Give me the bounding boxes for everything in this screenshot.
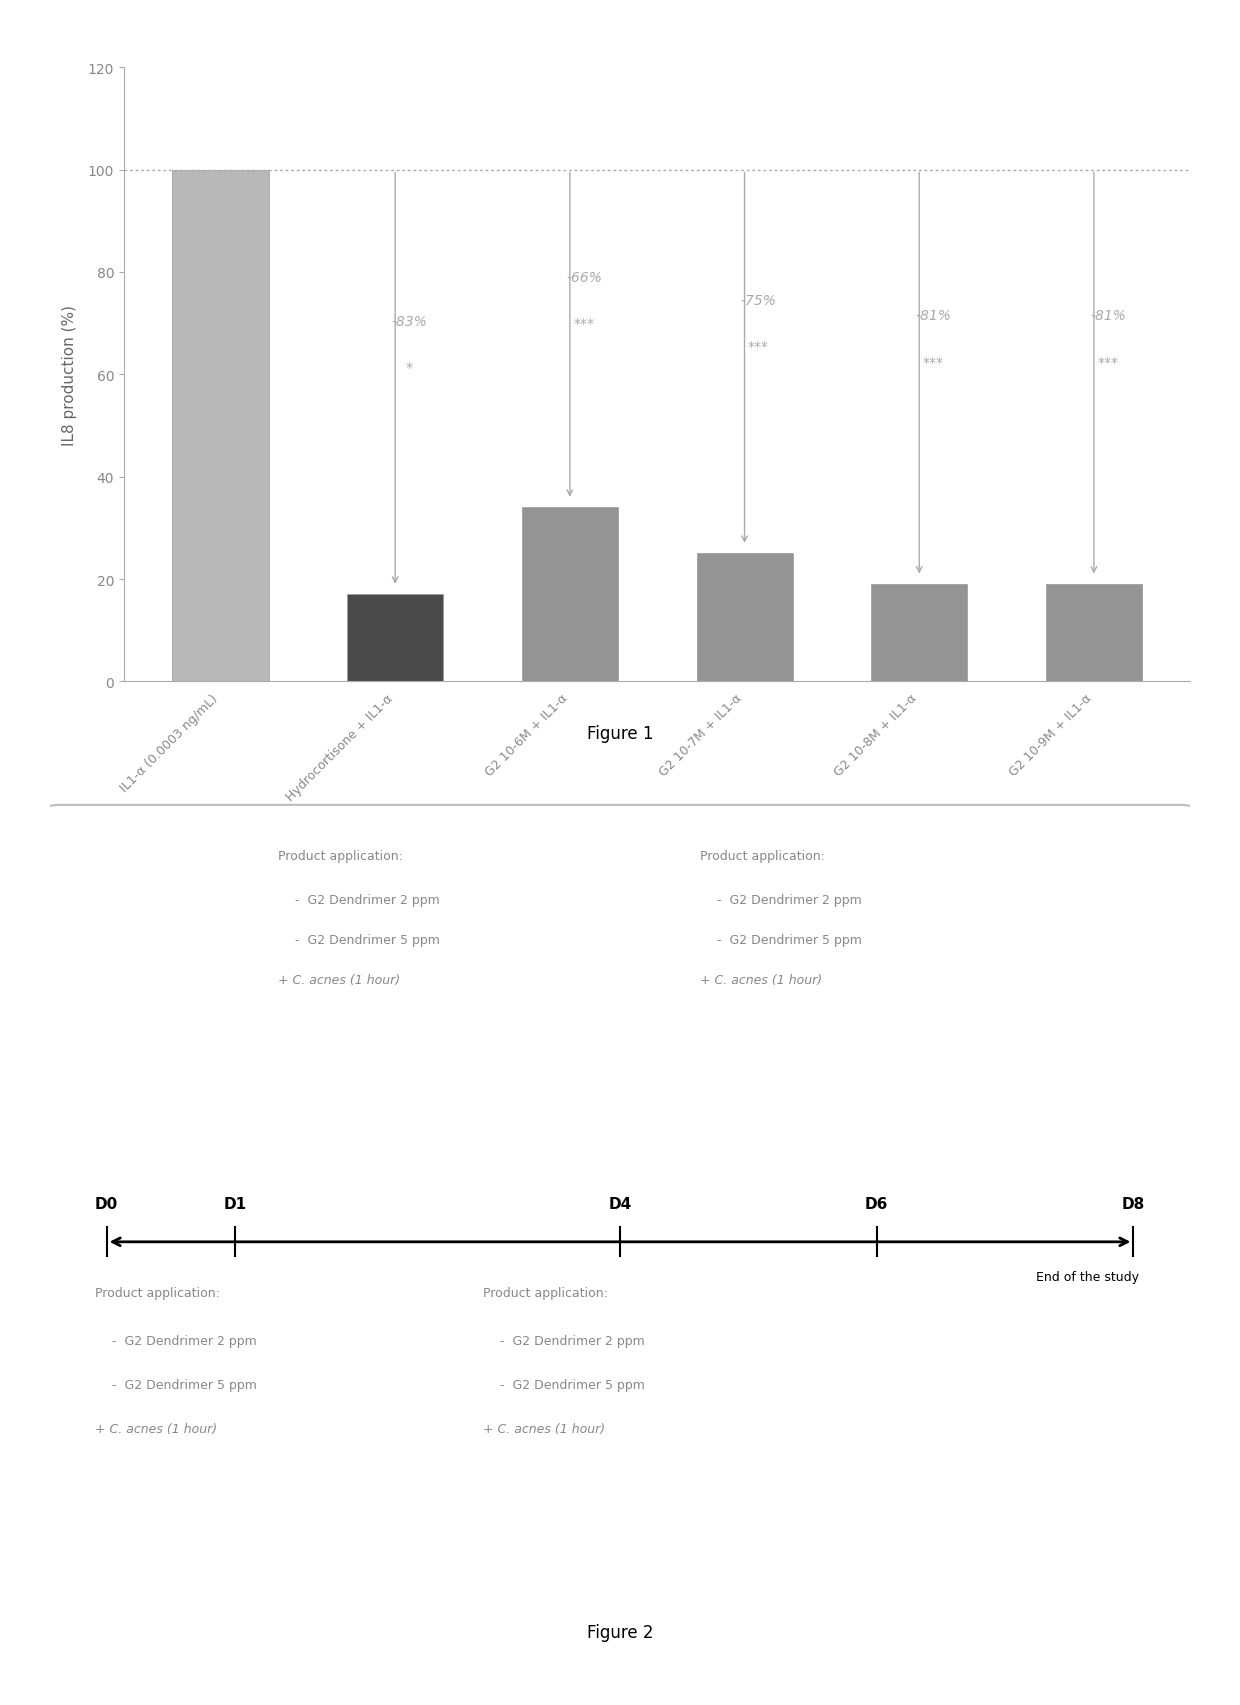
- Text: -  G2 Dendrimer 2 ppm: - G2 Dendrimer 2 ppm: [113, 1335, 257, 1347]
- Text: ***: ***: [1097, 355, 1118, 370]
- Y-axis label: IL8 production (%): IL8 production (%): [62, 305, 77, 445]
- Text: -  G2 Dendrimer 5 ppm: - G2 Dendrimer 5 ppm: [500, 1378, 645, 1391]
- Text: -75%: -75%: [740, 293, 776, 309]
- Bar: [697, 554, 792, 682]
- Bar: [347, 595, 443, 682]
- FancyBboxPatch shape: [32, 805, 1208, 1615]
- Text: + C. acnes (1 hour): + C. acnes (1 hour): [278, 974, 399, 987]
- Text: D6: D6: [866, 1197, 888, 1212]
- Text: Product application:: Product application:: [699, 849, 825, 863]
- Text: -83%: -83%: [392, 314, 427, 329]
- Text: ***: ***: [748, 339, 769, 355]
- Text: Figure 1: Figure 1: [587, 725, 653, 743]
- Bar: [522, 508, 618, 682]
- Text: -  G2 Dendrimer 2 ppm: - G2 Dendrimer 2 ppm: [500, 1335, 645, 1347]
- Text: -  G2 Dendrimer 5 ppm: - G2 Dendrimer 5 ppm: [295, 934, 440, 946]
- Text: ***: ***: [573, 317, 594, 331]
- Text: -81%: -81%: [1090, 309, 1126, 324]
- Text: Product application:: Product application:: [95, 1286, 221, 1299]
- Text: -  G2 Dendrimer 5 ppm: - G2 Dendrimer 5 ppm: [113, 1378, 257, 1391]
- Text: ***: ***: [923, 355, 944, 370]
- Text: + C. acnes (1 hour): + C. acnes (1 hour): [95, 1422, 217, 1436]
- Text: Figure 2: Figure 2: [587, 1623, 653, 1642]
- Text: + C. acnes (1 hour): + C. acnes (1 hour): [484, 1422, 605, 1436]
- Text: D0: D0: [95, 1197, 118, 1212]
- Text: Product application:: Product application:: [278, 849, 403, 863]
- Text: Product application:: Product application:: [484, 1286, 608, 1299]
- Text: -66%: -66%: [565, 271, 601, 285]
- Text: D8: D8: [1122, 1197, 1145, 1212]
- Text: -  G2 Dendrimer 2 ppm: - G2 Dendrimer 2 ppm: [717, 893, 862, 907]
- Text: D1: D1: [223, 1197, 247, 1212]
- Text: -  G2 Dendrimer 5 ppm: - G2 Dendrimer 5 ppm: [717, 934, 862, 946]
- Bar: [872, 585, 967, 682]
- Bar: [1045, 585, 1142, 682]
- Text: + C. acnes (1 hour): + C. acnes (1 hour): [699, 974, 822, 987]
- Text: D4: D4: [609, 1197, 631, 1212]
- Bar: [172, 170, 269, 682]
- Text: -  G2 Dendrimer 2 ppm: - G2 Dendrimer 2 ppm: [295, 893, 440, 907]
- Text: End of the study: End of the study: [1037, 1270, 1140, 1284]
- Text: *: *: [405, 360, 413, 375]
- Text: -81%: -81%: [915, 309, 951, 324]
